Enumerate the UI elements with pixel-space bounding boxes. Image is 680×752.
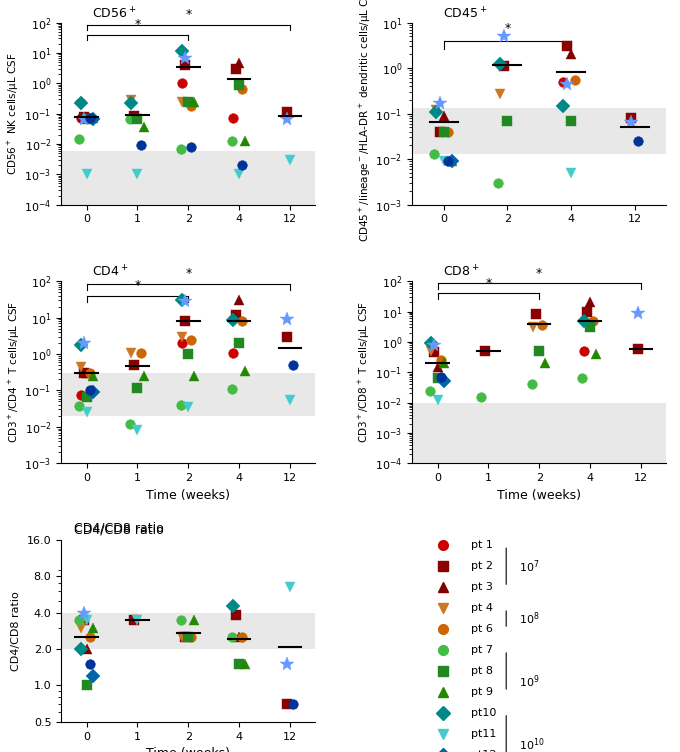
Y-axis label: CD56$^+$ NK cells/µL CSF: CD56$^+$ NK cells/µL CSF: [6, 53, 21, 174]
Text: *: *: [536, 267, 543, 280]
Text: *: *: [505, 23, 511, 35]
Bar: [61, 373, 316, 416]
Bar: [412, 402, 666, 463]
Text: CD45$^+$: CD45$^+$: [443, 6, 487, 21]
X-axis label: Time (weeks): Time (weeks): [146, 747, 231, 752]
Text: pt11: pt11: [471, 729, 496, 738]
Text: pt 3: pt 3: [471, 582, 492, 592]
Text: *: *: [185, 8, 192, 21]
Text: pt 6: pt 6: [471, 624, 492, 634]
Text: *: *: [135, 18, 141, 31]
Y-axis label: CD3$^+$/CD8$^+$ T cells/µL CSF: CD3$^+$/CD8$^+$ T cells/µL CSF: [357, 301, 372, 444]
Y-axis label: CD45$^+$/lineage$^-$/HLA-DR$^+$ dendritic cells/µL CSF: CD45$^+$/lineage$^-$/HLA-DR$^+$ dendriti…: [358, 0, 373, 242]
Text: 10$^9$: 10$^9$: [519, 673, 539, 690]
Text: *: *: [135, 278, 141, 292]
X-axis label: Time (weeks): Time (weeks): [146, 489, 231, 502]
Text: pt 7: pt 7: [471, 645, 492, 655]
Text: CD56$^+$: CD56$^+$: [92, 6, 136, 21]
Bar: [61, 150, 316, 205]
Text: *: *: [185, 267, 192, 280]
Text: 10$^7$: 10$^7$: [519, 558, 539, 575]
X-axis label: Time (weeks): Time (weeks): [497, 489, 581, 502]
Text: pt 1: pt 1: [471, 540, 492, 550]
Text: pt 4: pt 4: [471, 603, 492, 613]
Text: CD8$^+$: CD8$^+$: [443, 265, 479, 280]
Text: CD4/CD8 ratio: CD4/CD8 ratio: [74, 521, 164, 535]
Text: pt 8: pt 8: [471, 666, 492, 676]
Text: 10$^8$: 10$^8$: [519, 611, 539, 627]
Text: pt10: pt10: [471, 708, 496, 718]
Text: CD4/CD8 ratio: CD4/CD8 ratio: [74, 523, 164, 536]
Text: *: *: [486, 277, 492, 290]
Text: 10$^{10}$: 10$^{10}$: [519, 736, 545, 752]
Text: pt12: pt12: [471, 750, 496, 752]
Bar: [412, 108, 666, 154]
Y-axis label: CD4/CD8 ratio: CD4/CD8 ratio: [12, 591, 21, 671]
Text: CD4$^+$: CD4$^+$: [92, 265, 129, 280]
Text: pt 2: pt 2: [471, 561, 492, 572]
Text: pt 9: pt 9: [471, 687, 492, 697]
Bar: [61, 613, 316, 649]
Y-axis label: CD3$^+$/CD4$^+$ T cells/µL CSF: CD3$^+$/CD4$^+$ T cells/µL CSF: [7, 301, 22, 444]
